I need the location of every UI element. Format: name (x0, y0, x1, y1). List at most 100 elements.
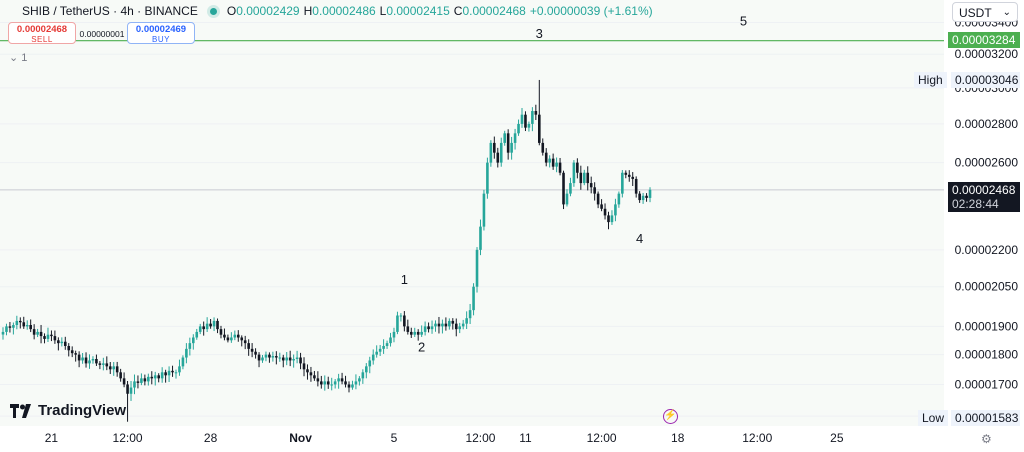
candle-body (475, 249, 479, 287)
candle-body (541, 142, 545, 153)
tradingview-logo[interactable]: TradingView (10, 402, 126, 419)
y-tick-label: 0.00002600 (955, 156, 1019, 170)
candle-body (413, 331, 417, 335)
candle-body (174, 372, 178, 374)
symbol-title[interactable]: SHIB / TetherUS · 4h · BINANCE (22, 4, 198, 18)
candle-body (503, 133, 506, 143)
candle-body (403, 315, 406, 327)
candle-body (29, 325, 32, 330)
x-tick-label: 12:00 (742, 431, 772, 445)
x-tick-label: 28 (204, 431, 218, 445)
candle-body (461, 323, 465, 327)
candle-body (517, 123, 520, 134)
sell-price: 0.00002468 (16, 24, 68, 35)
chevron-down-icon: ⌄ (9, 52, 19, 64)
candle-body (63, 341, 67, 346)
candle-body (150, 376, 154, 379)
candle-body (167, 370, 171, 376)
candle-body (434, 323, 437, 327)
candle-body (555, 162, 558, 167)
candle-body (454, 323, 458, 330)
candle-body (600, 204, 603, 209)
candle-body (25, 325, 29, 327)
candle-body (219, 329, 223, 335)
candle-body (143, 378, 147, 382)
high-price-tag: 0.00003046 (951, 72, 1020, 88)
candle-body (465, 318, 468, 324)
candle-body (607, 215, 610, 223)
candle-body (233, 334, 237, 338)
candle-body (306, 369, 309, 373)
candle-body (164, 372, 167, 376)
candle-body (281, 357, 285, 361)
candle-body (354, 381, 358, 385)
candle-body (527, 123, 531, 128)
candle-body (119, 372, 122, 379)
candle-body (205, 323, 209, 330)
currency-select[interactable]: USDT ⌄ (952, 2, 1018, 22)
candle-body (19, 320, 22, 323)
ohlc-close-value: 0.00002468 (462, 4, 526, 18)
candle-body (565, 193, 569, 205)
sell-button[interactable]: 0.00002468 SELL (8, 22, 76, 44)
currency-value: USDT (959, 6, 992, 20)
spread-value: 0.00000001 (79, 29, 125, 39)
x-tick-label: 5 (391, 431, 398, 445)
candle-body (95, 358, 98, 364)
low-price-tag: 0.00001583 (951, 410, 1020, 426)
tradingview-logo-icon (10, 403, 31, 418)
candle-body (209, 323, 212, 327)
candle-body (593, 187, 596, 194)
candle-body (53, 336, 57, 341)
candle-body (323, 381, 327, 385)
candle-body (634, 178, 638, 194)
candle-body (347, 384, 351, 388)
candle-body (399, 315, 403, 317)
candle-body (77, 354, 81, 361)
settings-icon[interactable]: ⚙ (981, 432, 992, 446)
candle-body (520, 114, 524, 124)
candle-body (295, 357, 299, 359)
candle-body (617, 193, 621, 205)
candle-body (489, 142, 493, 163)
ohlc-low-label: L (379, 4, 387, 18)
candle-body (15, 320, 19, 326)
indicator-collapse-toggle[interactable]: ⌄ 1 (9, 51, 27, 64)
candle-body (240, 337, 244, 341)
candle-body (226, 337, 230, 341)
candle-body (340, 378, 344, 382)
wave-label: 4 (636, 231, 643, 246)
candle-body (5, 326, 8, 332)
candle-body (482, 193, 486, 227)
ohlc-close-label: C (453, 4, 463, 18)
candle-body (396, 315, 399, 332)
candle-body (427, 326, 430, 330)
candle-body (140, 378, 143, 383)
candle-body (316, 378, 320, 382)
candle-body (621, 172, 624, 194)
x-tick-label: 12:00 (113, 431, 143, 445)
candle-body (250, 348, 254, 352)
y-tick-label: 0.00003200 (955, 47, 1019, 61)
candle-body (610, 215, 614, 223)
lightning-icon[interactable]: ⚡ (663, 409, 678, 424)
indicator-count: 1 (21, 52, 28, 64)
candle-body (32, 329, 36, 335)
candle-body (513, 133, 517, 143)
candle-body (437, 323, 441, 327)
candle-body (247, 343, 250, 349)
candle-body (223, 334, 226, 338)
candle-body (479, 226, 482, 250)
x-tick-label: 11 (519, 431, 532, 445)
candle-body (458, 326, 462, 330)
candle-body (192, 337, 195, 344)
ohlc-high-label: H (303, 4, 313, 18)
countdown-tag: 02:28:44 (948, 196, 1020, 212)
candle-body (451, 320, 455, 324)
buy-button[interactable]: 0.00002469 BUY (127, 22, 195, 44)
candle-body (122, 378, 126, 385)
candle-body (8, 326, 12, 328)
candle-body (261, 357, 264, 361)
candle-body (195, 331, 199, 338)
